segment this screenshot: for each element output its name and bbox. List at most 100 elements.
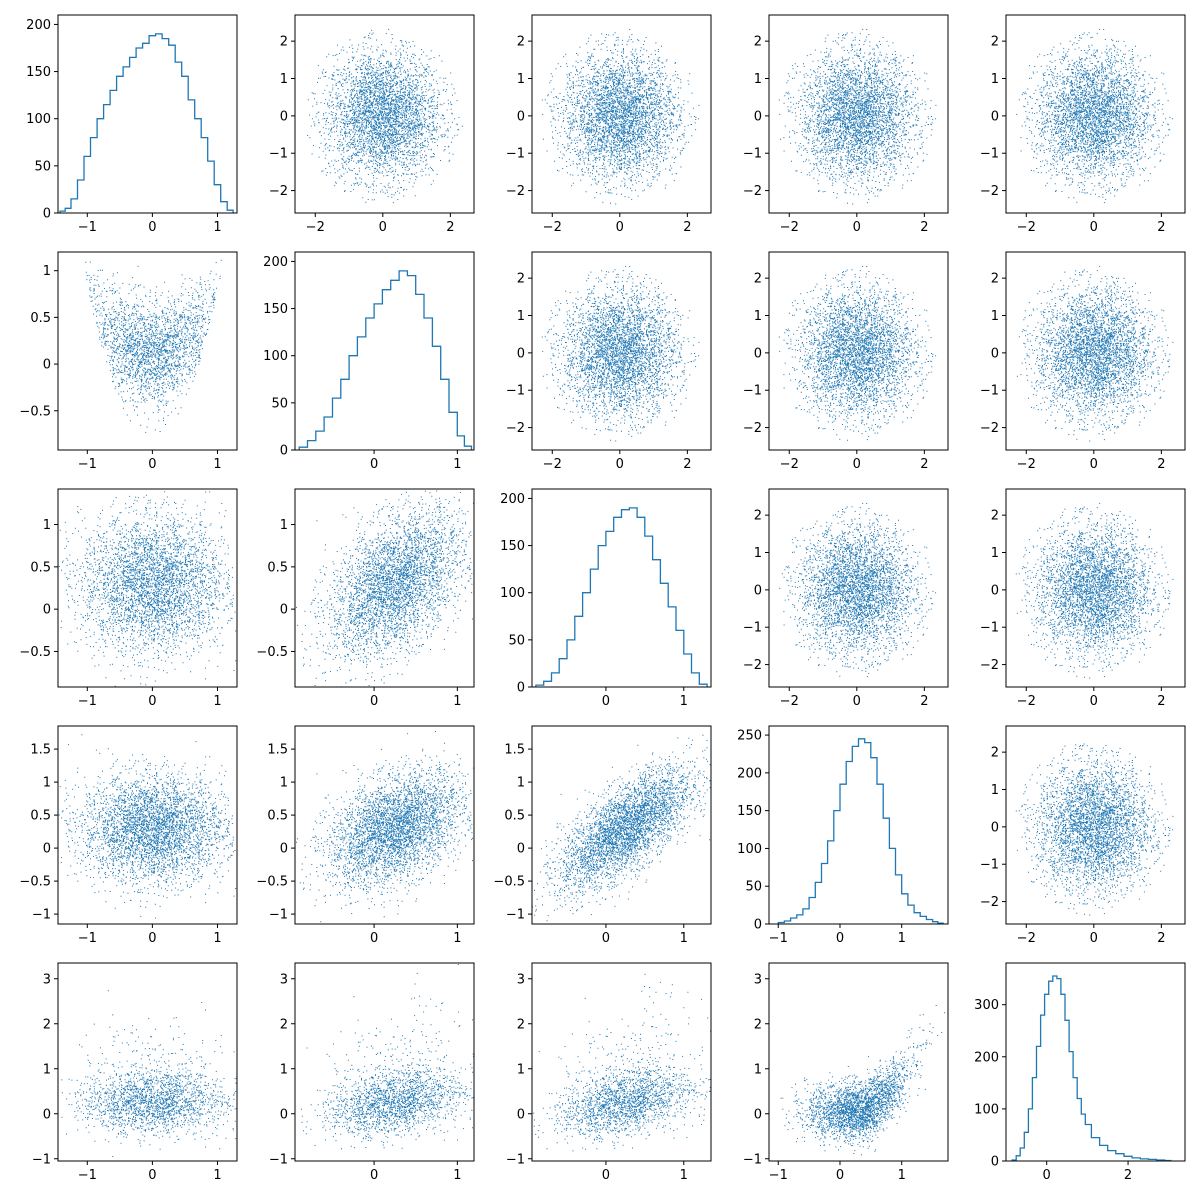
- x-tick-label: −2: [543, 220, 562, 235]
- x-tick-label: 1: [453, 1168, 461, 1183]
- plot-area: [58, 491, 237, 687]
- x-tick-label: 0: [1090, 931, 1098, 946]
- y-tick-label: 0: [517, 681, 525, 696]
- x-tick-label: 0: [853, 220, 861, 235]
- y-tick-label: 1: [517, 1062, 525, 1077]
- y-tick-label: −2: [269, 184, 288, 199]
- x-tick-label: 1: [213, 694, 221, 709]
- y-tick-label: 1: [43, 776, 51, 791]
- y-tick-label: 0.5: [267, 809, 288, 824]
- x-tick-label: −2: [780, 457, 799, 472]
- x-tick-label: −1: [78, 457, 97, 472]
- subplot-r4-c3: −1 0 1 −1 0 1 2 3: [743, 962, 949, 1183]
- y-tick-label: 200: [500, 492, 525, 507]
- subplot-r1-c0: −1 0 1 −0.5 0 0.5 1: [19, 251, 238, 472]
- y-tick-label: 50: [271, 396, 288, 411]
- y-tick-label: 0: [517, 842, 525, 857]
- x-tick-label: 0: [148, 220, 156, 235]
- y-tick-label: 2: [280, 35, 288, 50]
- axes-frame: [294, 14, 475, 214]
- plot-area: [778, 265, 937, 441]
- x-tick-label: 0: [370, 694, 378, 709]
- x-tick-label: −1: [769, 1168, 788, 1183]
- x-tick-label: 1: [213, 220, 221, 235]
- y-tick-label: −1: [980, 858, 999, 873]
- y-tick-label: 1: [517, 309, 525, 324]
- x-tick-label: −2: [543, 457, 562, 472]
- x-tick-label: 0: [370, 1168, 378, 1183]
- y-tick-label: −1: [506, 1152, 525, 1167]
- x-tick-label: 0: [1090, 220, 1098, 235]
- histogram-step-line: [298, 270, 473, 450]
- subplot-r0-c1: −2 0 2 −2 −1 0 1 2: [269, 14, 475, 235]
- subplot-r2-c3: −2 0 2 −2 −1 0 1 2: [743, 488, 949, 709]
- subplot-r4-c4: 0 2 0 100 200 300: [974, 962, 1186, 1183]
- y-tick-label: −0.5: [256, 645, 288, 660]
- y-tick-label: 0.5: [267, 560, 288, 575]
- x-tick-label: 2: [1157, 220, 1165, 235]
- subplot-r1-c1: 0 1 0 50 100 150 200: [263, 251, 475, 472]
- y-tick-label: −0.5: [256, 875, 288, 890]
- axes-frame: [531, 14, 712, 214]
- y-tick-label: 200: [737, 766, 762, 781]
- y-tick-label: 200: [26, 18, 51, 33]
- plot-area: [61, 990, 237, 1157]
- y-tick-label: 0: [43, 842, 51, 857]
- axes-frame: [1005, 14, 1186, 214]
- y-tick-label: 200: [974, 1050, 999, 1065]
- scatter-points: [532, 734, 711, 922]
- x-tick-label: 0: [1090, 694, 1098, 709]
- axes-frame: [531, 962, 712, 1162]
- x-tick-label: 0: [602, 931, 610, 946]
- y-tick-label: 2: [754, 1017, 762, 1032]
- axes-frame: [768, 725, 949, 925]
- histogram-step-line: [777, 738, 944, 924]
- y-tick-label: 2: [991, 272, 999, 287]
- plot-area: [1015, 743, 1174, 916]
- subplot-r2-c4: −2 0 2 −2 −1 0 1 2: [980, 488, 1186, 709]
- y-tick-label: 0: [754, 346, 762, 361]
- x-tick-label: 1: [898, 1168, 906, 1183]
- y-tick-label: 1: [43, 518, 51, 533]
- y-tick-label: 0.5: [30, 560, 51, 575]
- x-tick-label: 2: [683, 220, 691, 235]
- y-tick-label: 0: [991, 346, 999, 361]
- x-tick-label: 1: [213, 457, 221, 472]
- plot-area: [59, 33, 234, 213]
- axes-frame: [768, 488, 949, 688]
- plot-area: [1016, 265, 1174, 442]
- x-tick-label: 1: [213, 931, 221, 946]
- y-tick-label: −1: [980, 147, 999, 162]
- plot-area: [58, 734, 237, 919]
- x-tick-label: 1: [213, 1168, 221, 1183]
- y-tick-label: 1: [517, 72, 525, 87]
- y-tick-label: −0.5: [493, 875, 525, 890]
- axes-frame: [294, 725, 475, 925]
- y-tick-label: 200: [263, 255, 288, 270]
- y-tick-label: −1: [506, 908, 525, 923]
- plot-area: [535, 507, 708, 687]
- x-tick-label: 0: [148, 1168, 156, 1183]
- subplot-r1-c4: −2 0 2 −2 −1 0 1 2: [980, 251, 1186, 472]
- scatter-points: [541, 265, 700, 442]
- y-tick-label: 0: [517, 346, 525, 361]
- y-tick-label: 0.5: [30, 311, 51, 326]
- x-tick-label: −2: [780, 694, 799, 709]
- axes-frame: [768, 251, 949, 451]
- plot-area: [532, 734, 711, 922]
- x-tick-label: 1: [898, 931, 906, 946]
- x-tick-label: 2: [1157, 694, 1165, 709]
- y-tick-label: −2: [980, 421, 999, 436]
- y-tick-label: −1: [269, 1152, 288, 1167]
- x-tick-label: 2: [920, 694, 928, 709]
- y-tick-label: 100: [974, 1102, 999, 1117]
- scatter-points: [780, 1005, 946, 1156]
- y-tick-label: 3: [43, 972, 51, 987]
- y-tick-label: −0.5: [19, 875, 51, 890]
- x-tick-label: 0: [148, 457, 156, 472]
- scatter-points: [58, 491, 237, 687]
- y-tick-label: −1: [743, 1152, 762, 1167]
- y-tick-label: 0: [43, 207, 51, 222]
- x-tick-label: 1: [453, 694, 461, 709]
- y-tick-label: 3: [280, 972, 288, 987]
